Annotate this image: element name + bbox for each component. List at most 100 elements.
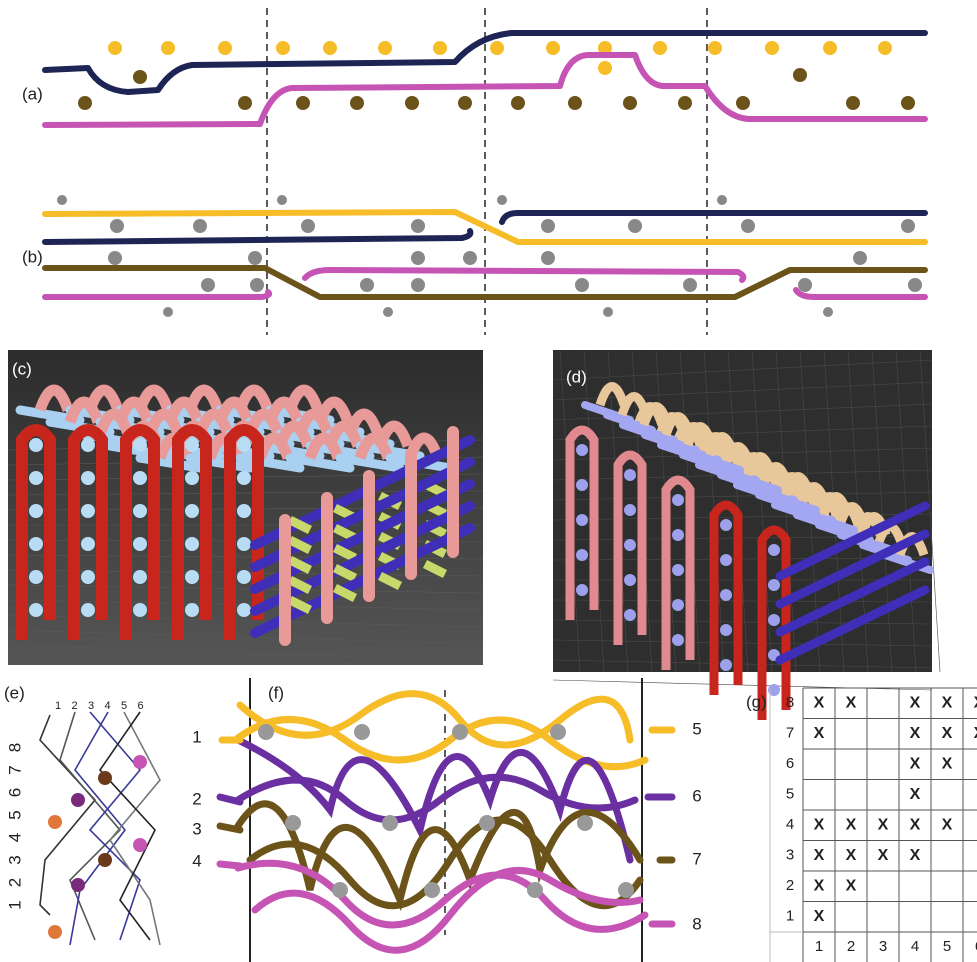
dot (793, 68, 807, 82)
dot (736, 96, 750, 110)
row-number: 7 (5, 765, 24, 774)
rod-end (237, 471, 251, 485)
dot (108, 41, 122, 55)
dot (653, 41, 667, 55)
rod-end (185, 504, 199, 518)
dot (323, 41, 337, 55)
yarn-magenta (796, 290, 925, 297)
dot (458, 96, 472, 110)
cell-mark: X (910, 755, 921, 772)
row-number: 1 (5, 900, 24, 909)
dot (901, 96, 915, 110)
rod-end (133, 438, 147, 452)
dot (798, 278, 812, 292)
dot (546, 41, 560, 55)
dot (878, 41, 892, 55)
column-label: 4 (911, 938, 919, 955)
yarn-number: 1 (192, 727, 201, 746)
panel-label: (f) (268, 683, 284, 702)
rod-end (576, 444, 588, 456)
rod-end (133, 570, 147, 584)
rod-end (81, 438, 95, 452)
yarn-number: 4 (192, 851, 201, 870)
yarn-magenta (45, 292, 269, 297)
cell-mark: X (974, 694, 977, 711)
cell-mark: X (846, 877, 857, 894)
cell-mark: X (814, 694, 825, 711)
rod-end (672, 634, 684, 646)
dot (78, 96, 92, 110)
row-label: 4 (786, 816, 794, 833)
rod-end (29, 570, 43, 584)
panel-label: (e) (4, 683, 25, 702)
panel-a-dots (78, 41, 915, 110)
rod-end (720, 589, 732, 601)
rod-end (672, 494, 684, 506)
rod-end (672, 599, 684, 611)
rod-end (133, 603, 147, 617)
yarn-number: 8 (692, 914, 701, 933)
yarn-navy (45, 231, 470, 242)
dot (411, 219, 425, 233)
dot (360, 278, 374, 292)
cell-mark: X (910, 816, 921, 833)
dividers (267, 8, 707, 335)
dot (201, 278, 215, 292)
dot (57, 195, 67, 205)
dot (193, 219, 207, 233)
cell-mark: X (814, 725, 825, 742)
yarn-number: 7 (692, 849, 701, 868)
rod-end (237, 504, 251, 518)
row-label: 1 (786, 908, 794, 925)
dot (823, 307, 833, 317)
rod-end (237, 438, 251, 452)
cell-mark: X (910, 694, 921, 711)
rod-end (185, 438, 199, 452)
rod-end (576, 549, 588, 561)
dot (511, 96, 525, 110)
row-number: 2 (5, 878, 24, 887)
rod-end (768, 579, 780, 591)
rod-end (720, 554, 732, 566)
panel-g-grid: 8XXXXX7XXXX6XX5X4XXXXX3XXXX2XX1X123456 (770, 688, 977, 962)
rod-end (185, 603, 199, 617)
cell-mark: X (910, 847, 921, 864)
dot (433, 41, 447, 55)
dot (823, 41, 837, 55)
yarn-number: 2 (192, 789, 201, 808)
row-number: 6 (5, 788, 24, 797)
dot (908, 278, 922, 292)
cell-mark: X (878, 816, 889, 833)
column-label: 2 (847, 938, 855, 955)
dot (598, 61, 612, 75)
cell-mark: X (942, 725, 953, 742)
rod-end (768, 544, 780, 556)
dot (846, 96, 860, 110)
row-label: 7 (786, 725, 794, 742)
dot (411, 251, 425, 265)
dot (765, 41, 779, 55)
rod-end (720, 519, 732, 531)
dot (378, 41, 392, 55)
cell-mark: X (974, 725, 977, 742)
rod-end (237, 570, 251, 584)
dot (678, 96, 692, 110)
row-label: 6 (786, 755, 794, 772)
dot (218, 41, 232, 55)
dot (628, 219, 642, 233)
cell-mark: X (814, 816, 825, 833)
dot (133, 70, 147, 84)
rod-end (81, 471, 95, 485)
rod-end (768, 614, 780, 626)
dot (623, 96, 637, 110)
rod-end (29, 603, 43, 617)
rod-end (672, 564, 684, 576)
dot (350, 96, 364, 110)
rod-end (133, 471, 147, 485)
dot (490, 41, 504, 55)
rod-end (576, 514, 588, 526)
rod-end (624, 539, 636, 551)
cell-mark: X (942, 694, 953, 711)
rod-end (185, 537, 199, 551)
column-number: 3 (88, 700, 94, 712)
